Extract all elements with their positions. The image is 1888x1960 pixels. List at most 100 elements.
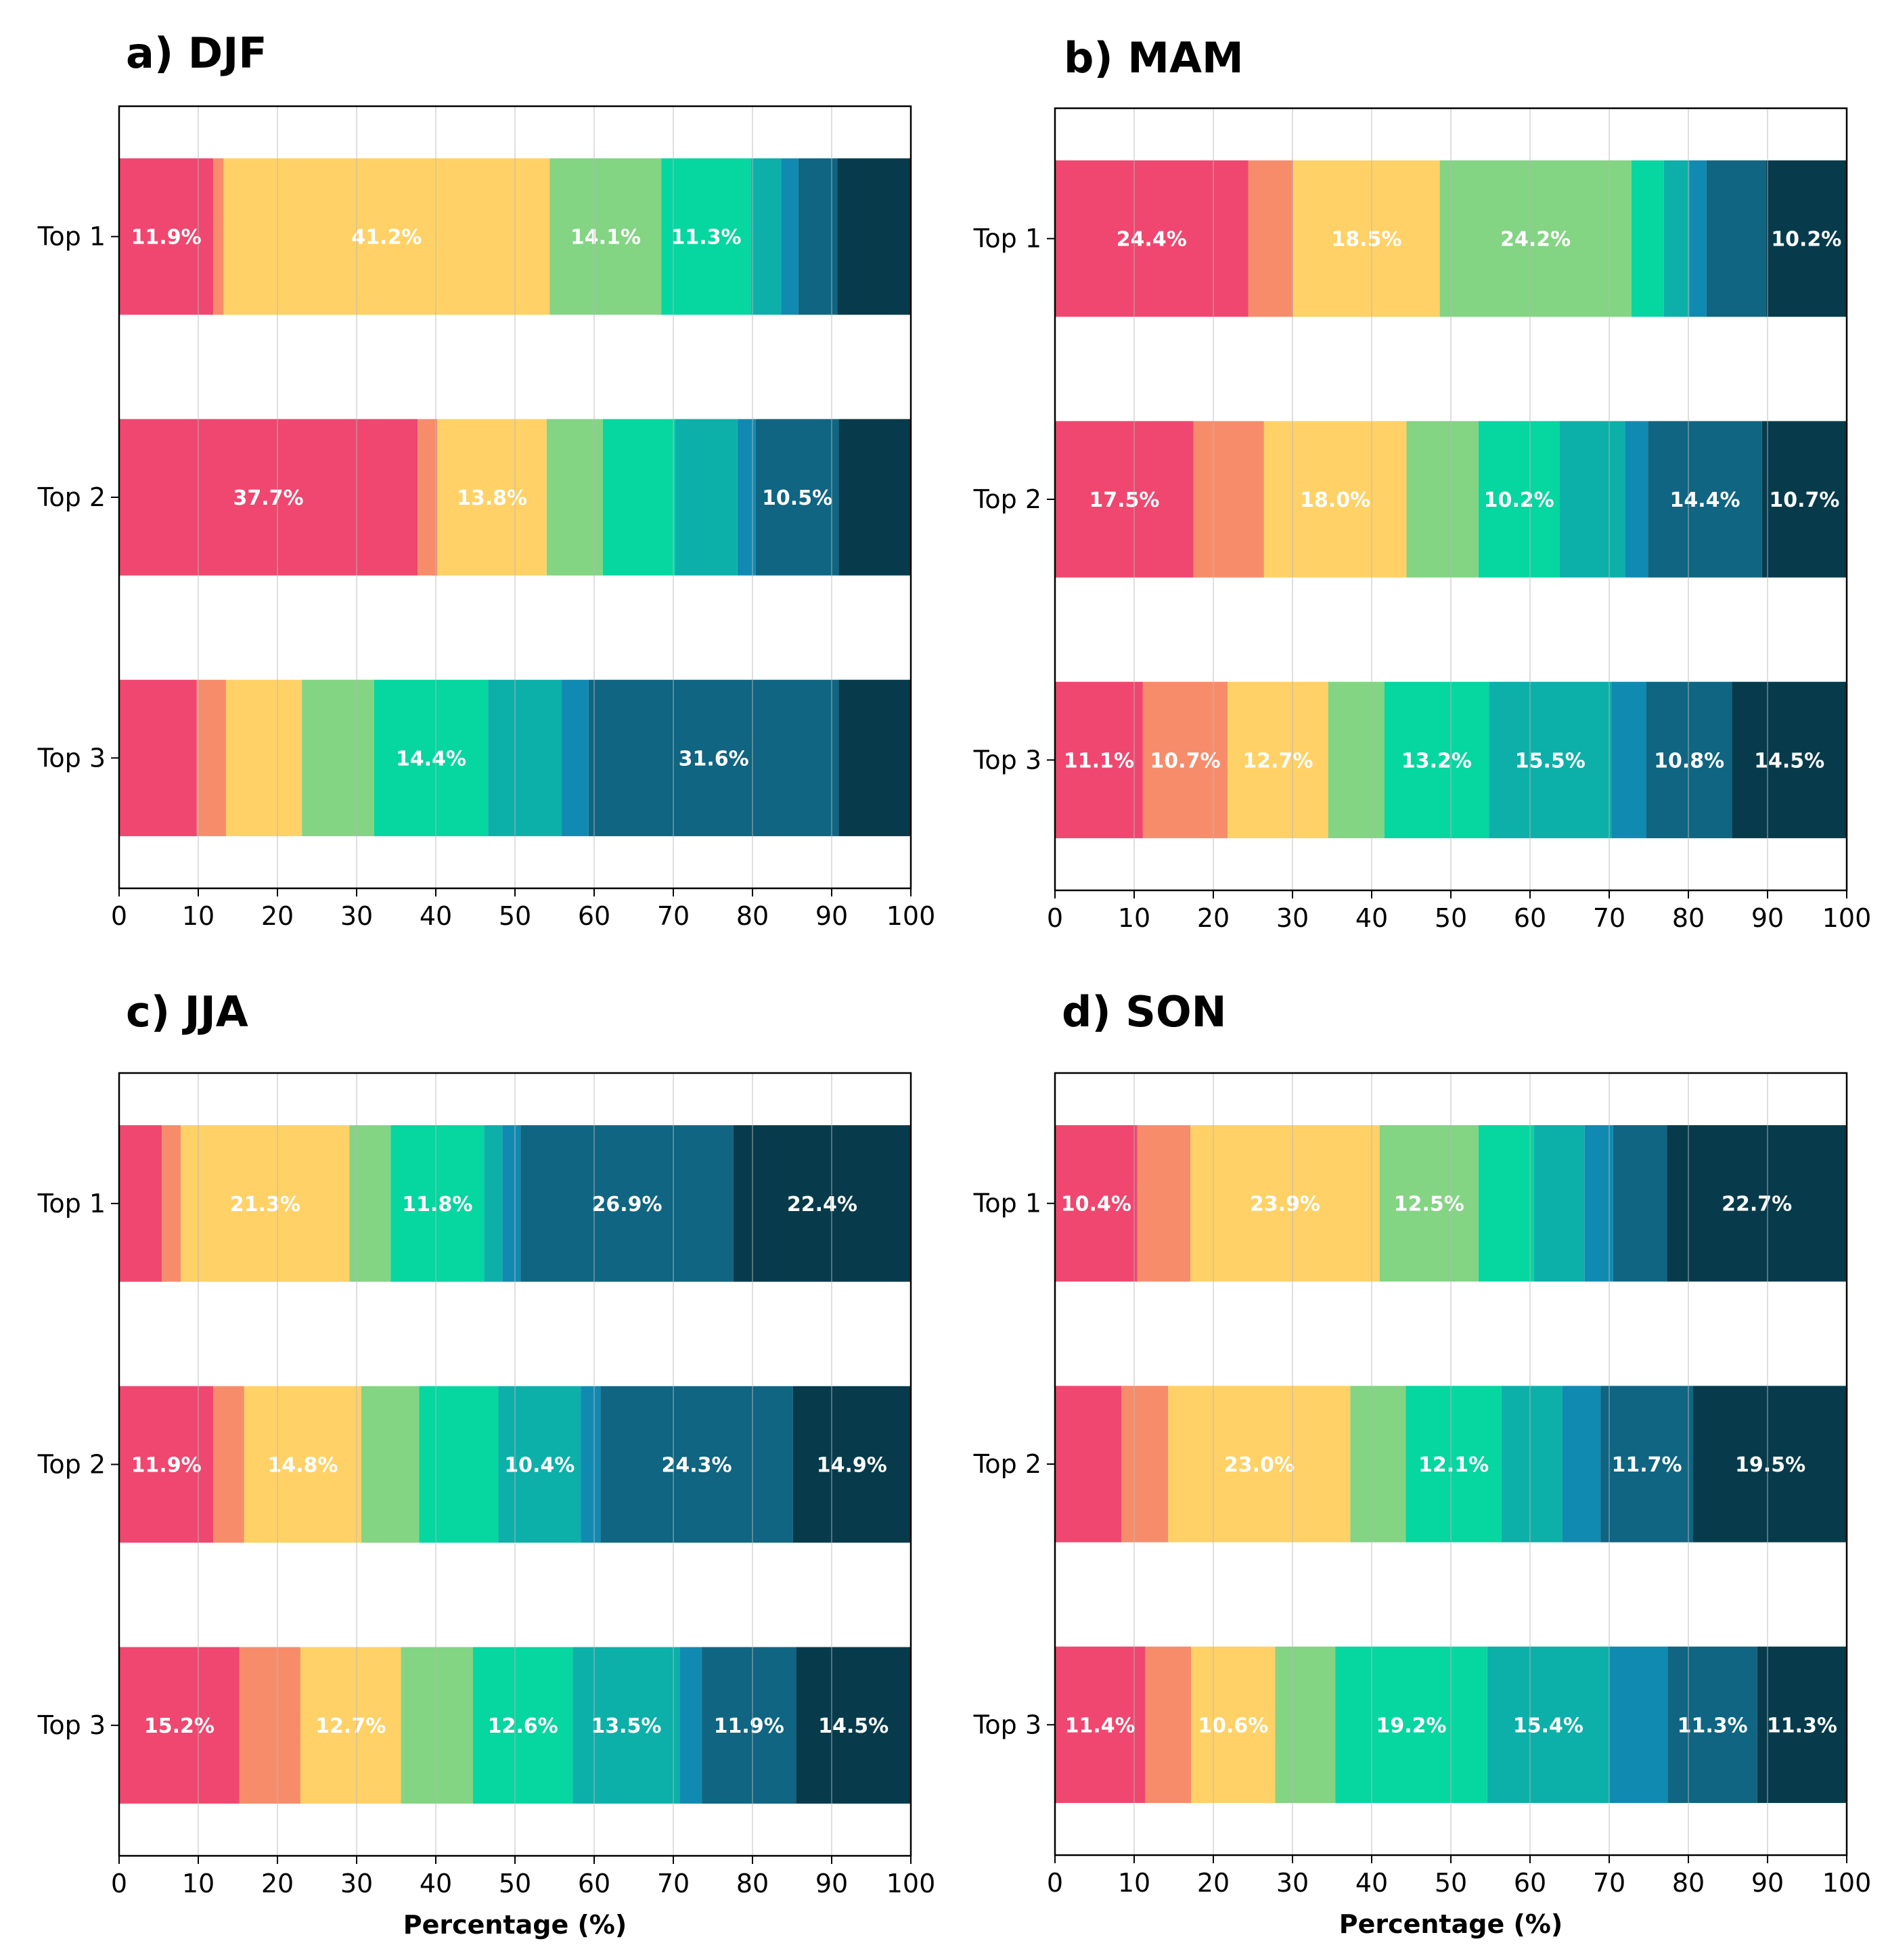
bar-segment: [119, 679, 197, 836]
panel-3: c) JJA 21.3% 11.8% 26.9% 22.4% Top 1 11.9% 14.8…: [37, 987, 936, 1940]
bar-segment: [119, 1647, 240, 1804]
x-tick-label: 0: [111, 1869, 127, 1898]
segment-label: 13.5%: [591, 1714, 661, 1738]
bar-segment: [1648, 421, 1762, 578]
x-tick-label: 50: [1435, 1868, 1467, 1898]
segment-label: 14.1%: [570, 226, 641, 250]
bar-segment: [1406, 1386, 1502, 1543]
x-tick-label: 100: [886, 901, 936, 931]
bar-segment: [838, 419, 911, 576]
segment-label: 11.9%: [131, 226, 202, 250]
bar-segment: [1667, 1125, 1847, 1282]
bar-segment: [1533, 1125, 1585, 1282]
bar-segment: [1501, 1386, 1563, 1543]
panel-title: c) JJA: [126, 987, 248, 1036]
bar-segment: [1055, 160, 1249, 317]
bar-segment: [1478, 421, 1560, 578]
segment-label: 11.3%: [671, 226, 742, 250]
segment-label: 11.9%: [714, 1714, 784, 1738]
bar-segment: [437, 419, 547, 576]
bar-segment: [239, 1647, 300, 1804]
bar-segment: [196, 679, 226, 836]
bar-segment: [1121, 1386, 1169, 1543]
bar-segment: [1584, 1125, 1613, 1282]
segment-label: 10.2%: [1771, 228, 1841, 252]
x-tick-label: 30: [1276, 903, 1309, 933]
bar-segment: [361, 1386, 420, 1543]
bar-segment: [679, 1647, 702, 1804]
bar-segment: [213, 158, 224, 315]
bar-segment: [1693, 1386, 1848, 1543]
bar-segment: [1663, 160, 1690, 317]
segment-label: 12.5%: [1394, 1193, 1464, 1216]
x-tick-label: 30: [340, 901, 373, 931]
bar-segment: [1379, 1125, 1479, 1282]
bar-segment: [1562, 1386, 1601, 1543]
bar-segment: [1625, 421, 1648, 578]
bar-segment: [1761, 421, 1847, 578]
x-tick-label: 60: [578, 901, 610, 931]
segment-label: 24.4%: [1117, 228, 1187, 252]
segment-label: 11.7%: [1612, 1453, 1682, 1477]
category-label: Top 1: [973, 1189, 1041, 1218]
bar-segment: [419, 1386, 499, 1543]
bar-segment: [588, 679, 839, 836]
segment-label: 10.4%: [504, 1454, 575, 1478]
x-tick-label: 50: [499, 901, 531, 931]
segment-label: 26.9%: [592, 1193, 662, 1216]
x-tick-label: 20: [261, 1869, 294, 1898]
bar-segment: [1055, 1386, 1122, 1543]
bar-segment: [418, 419, 438, 576]
bar-segment: [1646, 681, 1732, 838]
bar-segment: [390, 1125, 485, 1282]
segment-label: 19.2%: [1376, 1714, 1446, 1737]
bar-segment: [702, 1647, 796, 1804]
segment-label: 10.7%: [1150, 749, 1220, 773]
axes-frame: [118, 1072, 912, 1857]
x-tick-label: 40: [420, 901, 452, 931]
bar-segment: [374, 679, 489, 836]
x-tick-label: 0: [1047, 1868, 1063, 1898]
x-tick-label: 70: [657, 901, 690, 931]
bar-segment: [600, 1386, 793, 1543]
bar-segment: [675, 419, 738, 576]
bar-segment: [300, 1647, 401, 1804]
bar-segment: [546, 419, 603, 576]
bar-segment: [244, 1386, 362, 1543]
x-tick-label: 100: [886, 1869, 936, 1898]
x-tick-label: 10: [1118, 903, 1150, 933]
segment-label: 10.2%: [1484, 488, 1554, 512]
bar-segment: [792, 1386, 911, 1543]
bar-segment: [472, 1647, 573, 1804]
bar-segment: [1757, 1646, 1847, 1803]
bar-segment: [213, 1386, 244, 1543]
bar-segment: [581, 1386, 601, 1543]
segment-label: 11.9%: [131, 1454, 202, 1478]
segment-label: 31.6%: [679, 747, 749, 771]
panel-title: d) SON: [1062, 987, 1227, 1036]
segment-label: 13.2%: [1401, 749, 1472, 773]
segment-label: 10.4%: [1061, 1193, 1131, 1216]
category-label: Top 2: [973, 484, 1041, 514]
bar-segment: [837, 158, 911, 315]
segment-label: 23.9%: [1250, 1193, 1320, 1216]
bar-segment: [119, 1386, 214, 1543]
segment-label: 18.0%: [1300, 488, 1370, 512]
bar-segment: [549, 158, 662, 315]
bar-segment: [661, 158, 751, 315]
bar-segment: [1055, 421, 1194, 578]
x-tick-label: 10: [182, 1869, 215, 1898]
segment-label: 11.8%: [402, 1193, 472, 1216]
segment-label: 11.1%: [1064, 749, 1134, 773]
bar-segment: [737, 419, 756, 576]
x-tick-label: 60: [1514, 903, 1546, 933]
bar-segment: [1142, 681, 1228, 838]
bar-segment: [1191, 1646, 1276, 1803]
category-label: Top 3: [973, 1710, 1041, 1739]
bar-segment: [755, 419, 839, 576]
segment-label: 22.7%: [1722, 1193, 1792, 1216]
bar-segment: [488, 679, 562, 836]
segment-label: 14.4%: [1670, 488, 1740, 512]
x-tick-label: 50: [1435, 903, 1467, 933]
x-tick-label: 90: [815, 1869, 848, 1898]
